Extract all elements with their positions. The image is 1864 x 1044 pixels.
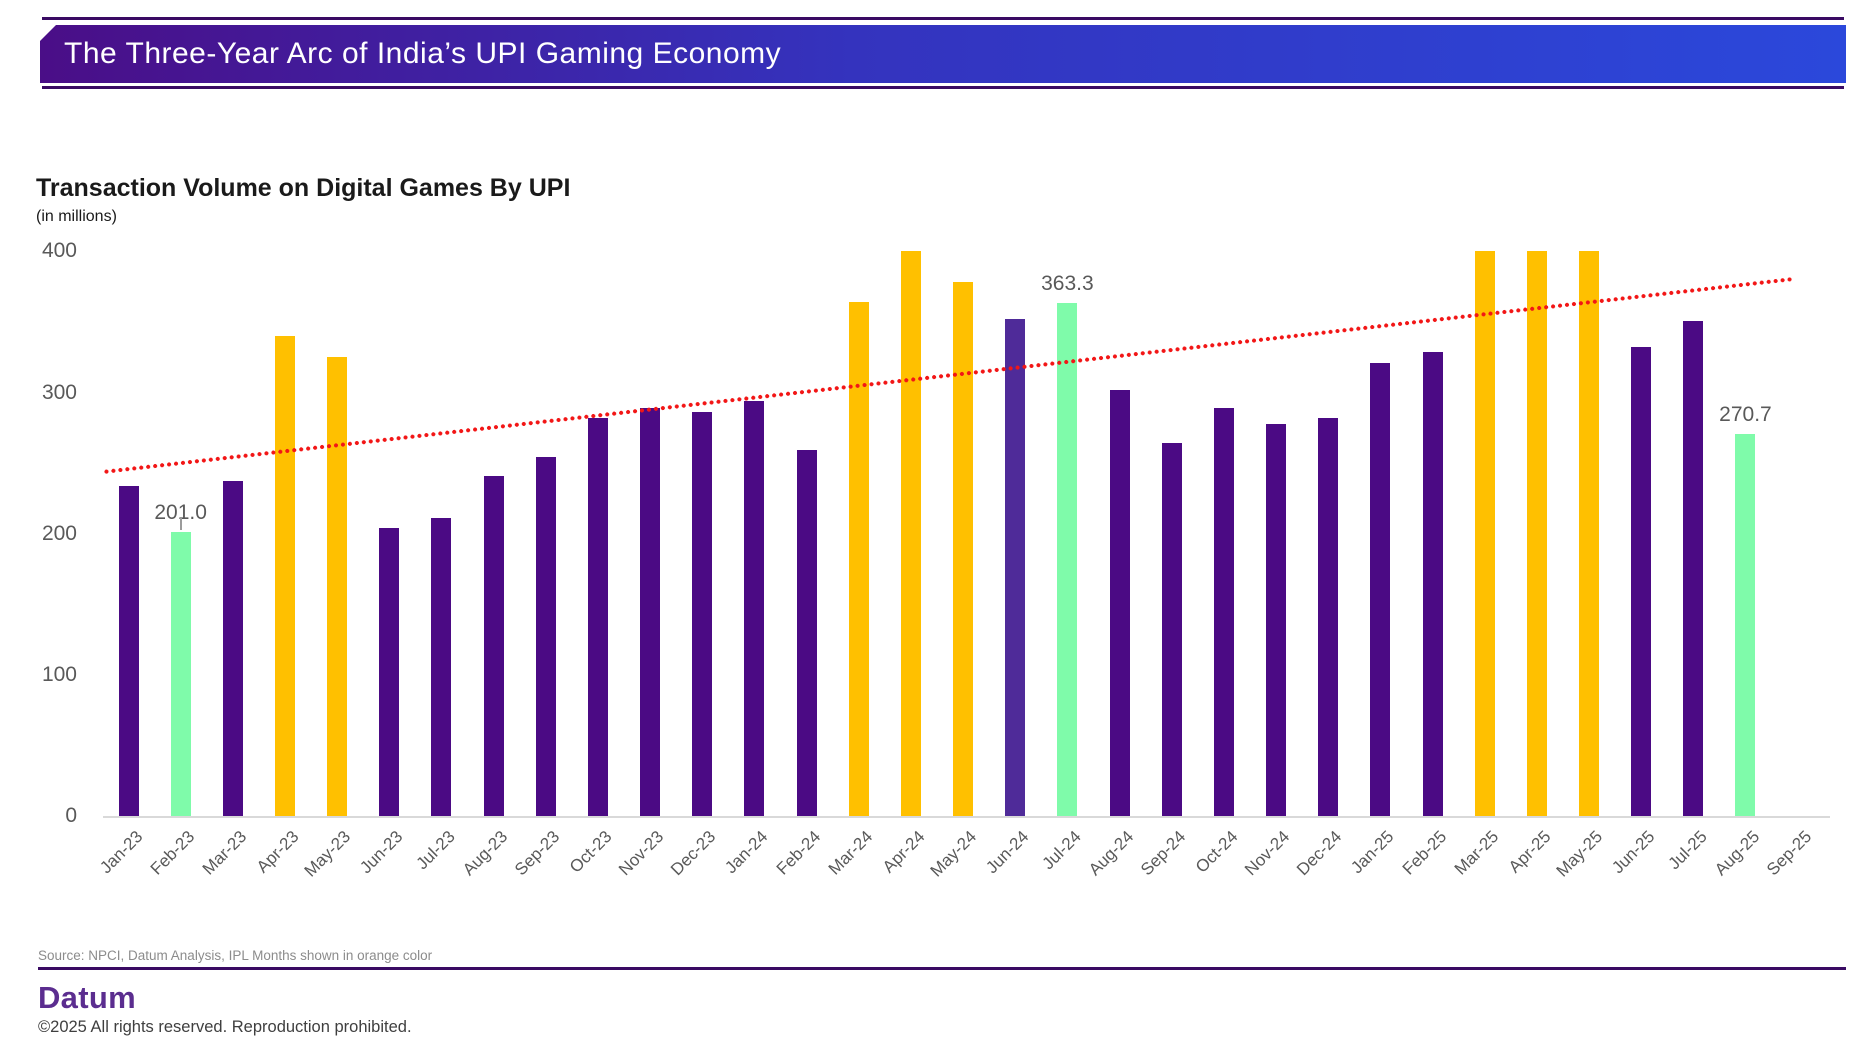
value-label-aug-25: 270.7 [1719,402,1772,426]
x-tick-label-aug-25: Aug-25 [1710,827,1763,880]
bar-oct-23 [587,417,608,816]
bar-sep-24 [1161,443,1182,816]
header-top-rule [42,17,1844,20]
x-tick-label-apr-25: Apr-25 [1504,827,1555,877]
x-tick-label-aug-23: Aug-23 [458,827,512,880]
x-tick-label-apr-24: Apr-24 [878,827,929,877]
y-tick-label: 200 [41,521,77,545]
x-tick-label-nov-24: Nov-24 [1241,827,1294,880]
x-tick-label-jan-24: Jan-24 [721,827,772,878]
footer-rule [38,967,1846,970]
bar-feb-24 [796,450,817,816]
y-tick-label: 0 [65,804,77,827]
bar-jun-24 [1005,319,1026,816]
source-note: Source: NPCI, Datum Analysis, IPL Months… [38,948,433,963]
x-tick-label-mar-25: Mar-25 [1450,827,1503,879]
bar-dec-23 [692,412,713,816]
x-tick-label-may-24: May-24 [926,827,981,881]
x-tick-label-sep-25: Sep-25 [1762,827,1816,880]
x-tick-label-may-25: May-25 [1552,827,1607,881]
bar-mar-23 [222,481,243,816]
bar-feb-25 [1422,351,1443,816]
x-tick-label-sep-23: Sep-23 [511,827,564,880]
chart-title: Transaction Volume on Digital Games By U… [36,174,571,202]
chart-unit-note: (in millions) [36,208,117,225]
page-title: The Three-Year Arc of India’s UPI Gaming… [64,37,782,70]
x-tick-label-jan-23: Jan-23 [95,827,146,878]
bar-feb-23 [170,532,191,816]
value-label-connector [179,518,182,531]
bar-jan-23 [118,485,139,816]
bar-apr-24 [900,251,921,816]
bar-mar-24 [848,302,869,816]
bar-aug-23 [483,475,504,816]
bar-may-24 [953,282,974,816]
x-axis-line [103,816,1830,818]
bar-jun-25 [1631,347,1652,816]
y-tick-label: 100 [41,662,77,686]
bar-jan-25 [1370,362,1391,816]
x-tick-label-sep-24: Sep-24 [1136,827,1190,880]
bar-may-25 [1578,251,1599,816]
copyright-note: ©2025 All rights reserved. Reproduction … [38,1018,412,1036]
bar-apr-23 [274,336,295,816]
bar-dec-24 [1318,417,1339,816]
header-bottom-rule [42,86,1844,89]
x-tick-label-mar-24: Mar-24 [824,827,877,879]
x-tick-label-dec-23: Dec-23 [667,827,720,880]
x-tick-label-jul-24: Jul-24 [1038,827,1085,874]
bar-jul-24 [1057,303,1078,816]
bar-apr-25 [1526,251,1547,816]
bar-nov-24 [1266,423,1287,816]
bar-jul-23 [431,518,452,816]
x-tick-label-feb-24: Feb-24 [772,827,825,879]
bar-mar-25 [1474,251,1495,816]
bar-oct-24 [1213,408,1234,816]
x-tick-label-jan-25: Jan-25 [1347,827,1398,878]
bar-may-23 [327,357,348,816]
x-tick-label-jun-23: Jun-23 [356,827,407,878]
bar-jan-24 [744,401,765,816]
x-tick-label-apr-23: Apr-23 [252,827,303,877]
brand-logo: Datum [38,980,136,1015]
y-tick-label: 300 [41,380,77,404]
y-tick-label: 400 [41,239,77,263]
value-label-feb-23: 201.0 [154,501,207,525]
x-tick-label-jun-25: Jun-25 [1608,827,1659,878]
x-tick-label-aug-24: Aug-24 [1084,827,1137,880]
x-tick-label-feb-25: Feb-25 [1398,827,1450,879]
bar-jul-25 [1683,320,1704,816]
x-tick-label-may-23: May-23 [301,827,355,881]
bar-nov-23 [640,408,661,816]
x-tick-label-jul-25: Jul-25 [1664,827,1711,874]
bar-sep-23 [535,457,556,816]
bar-jun-23 [379,528,400,816]
header-banner: The Three-Year Arc of India’s UPI Gaming… [40,25,1846,83]
x-tick-label-feb-23: Feb-23 [146,827,199,879]
bar-aug-24 [1109,389,1130,816]
value-label-jul-24: 363.3 [1041,272,1094,296]
x-tick-label-jun-24: Jun-24 [982,827,1033,878]
x-tick-label-mar-23: Mar-23 [198,827,251,879]
x-tick-label-dec-24: Dec-24 [1293,827,1346,880]
x-tick-label-oct-24: Oct-24 [1191,827,1242,877]
x-tick-label-jul-23: Jul-23 [412,827,459,874]
x-tick-label-nov-23: Nov-23 [615,827,668,880]
bar-aug-25 [1735,433,1756,816]
x-tick-label-oct-23: Oct-23 [565,827,616,877]
